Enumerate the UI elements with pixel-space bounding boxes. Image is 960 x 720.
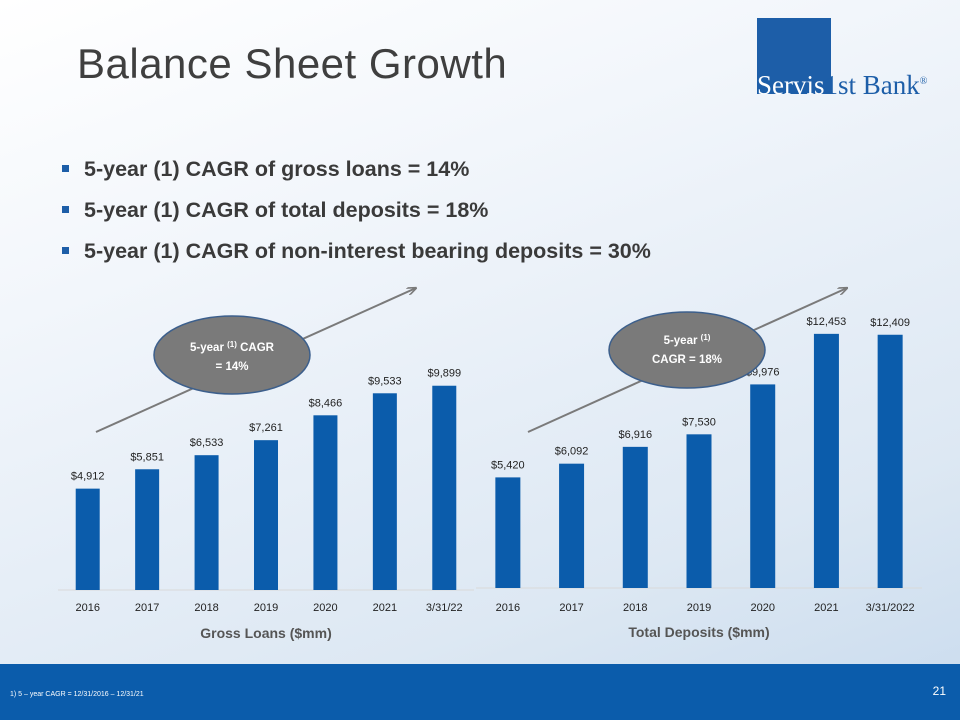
bullet-item: 5-year (1) CAGR of gross loans = 14% [62,148,651,189]
deposits-cagr-line2: CAGR = 18% [652,354,722,366]
loans-x-tick-label: 2016 [75,602,99,614]
square-bullet-icon [62,165,69,172]
logo-text-1st-bank: 1st Bank [824,70,920,100]
slide-title: Balance Sheet Growth [77,40,508,87]
bullet-text: 5-year (1) CAGR of gross loans = 14% [84,156,470,181]
deposits-bar-value-label: $5,420 [491,459,525,471]
gross-loans-chart: $4,912 2016 $5,851 2017 $6,533 2018 $7,261 2019… [58,368,474,641]
loans-cagr-line2: = 14% [216,361,249,373]
deposits-bar [750,384,776,588]
loans-x-tick-label: 2019 [254,602,278,614]
loans-x-tick-label: 3/31/22 [426,602,463,614]
loans-cagr-line1: 5-year (1) CAGR [190,340,275,354]
deposits-bar-value-label: $6,916 [618,429,652,441]
deposits-bar [622,446,648,588]
logo-box [757,18,831,94]
loans-x-axis-title: Gross Loans ($mm) [200,625,331,641]
bullet-text: 5-year (1) CAGR of non-interest bearing … [84,238,651,263]
logo-text-servis: Servis [757,70,825,100]
deposits-x-tick-label: 2017 [559,602,583,614]
loans-bar-value-label: $7,261 [249,422,283,434]
deposits-bar [559,463,585,588]
bullet-item: 5-year (1) CAGR of non-interest bearing … [62,230,651,271]
deposits-bar [813,333,839,588]
square-bullet-icon [62,206,69,213]
loans-x-tick-label: 2018 [194,602,218,614]
loans-bar [135,469,160,590]
loans-bar [372,393,397,590]
deposits-x-tick-label: 2020 [750,602,774,614]
logo-registered-mark: ® [919,76,928,87]
loans-x-tick-label: 2017 [135,602,159,614]
square-bullet-icon [62,247,69,254]
loans-bar [75,488,100,590]
page-number: 21 [932,684,946,698]
deposits-x-tick-label: 2019 [687,602,711,614]
loans-x-tick-label: 2020 [313,602,337,614]
charts-canvas: $4,912 2016 $5,851 2017 $6,533 2018 $7,261 2019… [58,0,922,641]
deposits-x-axis-title: Total Deposits ($mm) [628,624,769,640]
loans-bar [254,440,278,590]
deposits-x-tick-label: 2021 [814,602,838,614]
loans-bar [432,385,457,590]
bullet-list: 5-year (1) CAGR of gross loans = 14% 5-y… [62,148,651,271]
deposits-bar-value-label: $12,409 [870,317,910,329]
loans-bar-value-label: $5,851 [130,451,164,463]
deposits-bar-value-label: $12,453 [807,316,847,328]
loans-bar-value-label: $4,912 [71,471,105,483]
loans-x-tick-label: 2021 [373,602,397,614]
deposits-cagr-line1: 5-year (1) [664,333,711,347]
loans-bar [313,415,338,590]
loans-bar [194,455,219,590]
bullet-item: 5-year (1) CAGR of total deposits = 18% [62,189,651,230]
deposits-bar [686,434,712,588]
deposits-bar-value-label: $6,092 [555,446,589,458]
deposits-bar-value-label: $7,530 [682,416,716,428]
deposits-cagr-callout: 5-year (1) CAGR = 18% [608,311,766,389]
loans-bar-value-label: $9,899 [427,368,461,380]
deposits-bar [495,477,521,588]
total-deposits-chart: $5,420 2016 $6,092 2017 $6,916 2018 $7,530 2019… [476,316,922,640]
deposits-bar [877,334,903,588]
deposits-cagr-oval [608,311,766,389]
deposits-x-tick-label: 2018 [623,602,647,614]
deposits-x-tick-label: 2016 [496,602,520,614]
servis1st-bank-logo: Servis1st Bank® [757,18,947,100]
loans-cagr-callout: 5-year (1) CAGR = 14% [153,315,311,395]
loans-bar-value-label: $8,466 [309,397,343,409]
loans-bar-value-label: $6,533 [190,437,224,449]
loans-cagr-oval [153,315,311,395]
deposits-x-tick-label: 3/31/2022 [866,602,915,614]
footer-bar [0,664,960,720]
logo-text: Servis1st Bank® [757,67,927,100]
bullet-text: 5-year (1) CAGR of total deposits = 18% [84,197,489,222]
footnote: 1) 5 – year CAGR = 12/31/2016 – 12/31/21 [10,691,144,698]
loans-bar-value-label: $9,533 [368,375,402,387]
